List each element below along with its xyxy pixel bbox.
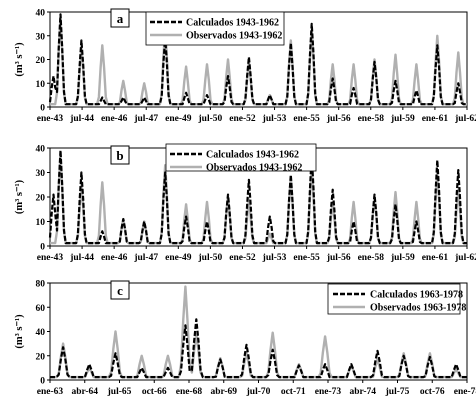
x-tick-label: ene-55 xyxy=(293,114,320,124)
x-tick-label: abr-64 xyxy=(71,387,98,397)
panel-b: 0 10 20 30 40 (m³ s⁻¹) ene-43 jul-44 ene-46 jul-4… xyxy=(14,143,476,263)
x-tick-label: ene-52 xyxy=(229,114,256,124)
y-tick-label: 10 xyxy=(36,80,46,90)
panel-letter: b xyxy=(110,145,130,165)
legend-entry: Calculados 1943-1962 xyxy=(186,18,279,29)
x-tick-label: jul-50 xyxy=(198,114,223,124)
svg-text:b: b xyxy=(116,148,123,163)
x-tick-label: oct-71 xyxy=(281,387,306,397)
x-tick-label: jul-59 xyxy=(390,114,415,124)
x-tick-label: oct-66 xyxy=(142,387,167,397)
x-tick-label: abr-74 xyxy=(349,387,376,397)
legend-entry: Calculados 1943-1962 xyxy=(206,150,299,161)
x-tick-label: ene-49 xyxy=(165,253,192,263)
legend-entry: Observados 1943-1962 xyxy=(206,163,302,174)
x-tick-label: jul-44 xyxy=(69,253,94,263)
panel-c: 0 20 40 60 80 (m³ s⁻¹) ene-63 abr-64 jul-65 oct-6… xyxy=(14,280,476,398)
x-tick-label: jul-59 xyxy=(390,253,415,263)
y-axis-label: (m³ s⁻¹) xyxy=(14,42,25,77)
legend-entry: Observados 1943-1962 xyxy=(186,31,282,42)
x-tick-label: ene-68 xyxy=(176,387,203,397)
x-tick-label: jul-47 xyxy=(133,253,158,263)
y-tick-label: 20 xyxy=(36,56,46,66)
x-tick-label: abr-69 xyxy=(210,387,237,397)
x-tick-label: jul-53 xyxy=(262,114,287,124)
legend: Calculados 1963-1978 Observados 1963-1978 xyxy=(327,283,466,315)
y-tick-label: 20 xyxy=(36,352,46,362)
x-tick-label: oct-76 xyxy=(420,387,445,397)
x-tick-label: jul-65 xyxy=(107,387,132,397)
x-tick-label: ene-49 xyxy=(165,114,192,124)
x-tick-label: ene-78 xyxy=(454,387,476,397)
y-tick-label: 30 xyxy=(36,32,46,42)
x-tick-label: ene-61 xyxy=(422,114,449,124)
x-tick-label: jul-53 xyxy=(262,253,287,263)
panel-a: 0 10 20 30 40 (m³ s⁻¹) ene-43 jul-44 ene-46 jul-4… xyxy=(14,8,476,124)
x-tick-label: ene-58 xyxy=(358,253,385,263)
x-tick-label: jul-62 xyxy=(454,253,476,263)
x-tick-label: ene-52 xyxy=(229,253,256,263)
x-tick-label: jul-47 xyxy=(133,114,158,124)
panel-letter: c xyxy=(110,280,130,300)
x-tick-label: ene-73 xyxy=(315,387,342,397)
x-tick-label: ene-55 xyxy=(293,253,320,263)
y-tick-label: 40 xyxy=(36,145,46,155)
x-tick-label: ene-43 xyxy=(37,253,64,263)
x-tick-label: jul-75 xyxy=(385,387,410,397)
panel-letter: a xyxy=(110,8,130,28)
y-axis-label: (m³ s⁻¹) xyxy=(14,314,25,349)
y-tick-label: 60 xyxy=(36,304,46,314)
series-line-calculados xyxy=(48,13,467,106)
y-tick-label: 20 xyxy=(36,194,46,204)
y-tick-label: 0 xyxy=(40,377,45,387)
y-tick-label: 80 xyxy=(36,280,46,290)
legend-entry: Observados 1963-1978 xyxy=(370,303,466,314)
x-tick-label: jul-44 xyxy=(69,114,94,124)
y-tick-label: 0 xyxy=(40,104,45,114)
svg-text:a: a xyxy=(117,11,124,26)
x-tick-label: jul-50 xyxy=(198,253,223,263)
x-tick-label: ene-61 xyxy=(422,253,449,263)
y-tick-label: 40 xyxy=(36,328,46,338)
x-tick-label: jul-56 xyxy=(326,253,351,263)
y-axis-label: (m³ s⁻¹) xyxy=(14,179,25,214)
svg-text:c: c xyxy=(117,283,123,298)
x-tick-label: ene-46 xyxy=(101,114,128,124)
x-tick-label: ene-46 xyxy=(101,253,128,263)
legend-entry: Calculados 1963-1978 xyxy=(370,290,463,301)
y-tick-label: 10 xyxy=(36,218,46,228)
x-tick-label: jul-62 xyxy=(454,114,476,124)
y-tick-label: 40 xyxy=(36,9,46,19)
x-tick-label: jul-70 xyxy=(246,387,271,397)
legend: Calculados 1943-1962 Observados 1943-1962 xyxy=(165,143,317,174)
x-tick-label: jul-56 xyxy=(326,114,351,124)
y-tick-label: 0 xyxy=(40,243,45,253)
x-tick-label: ene-58 xyxy=(358,114,385,124)
series-line-calculados xyxy=(48,149,467,245)
x-tick-label: ene-63 xyxy=(37,387,64,397)
legend: Calculados 1943-1962 Observados 1943-1962 xyxy=(145,11,285,46)
y-tick-label: 30 xyxy=(36,169,46,179)
series-line-calculados xyxy=(50,318,467,379)
x-tick-label: ene-43 xyxy=(37,114,64,124)
